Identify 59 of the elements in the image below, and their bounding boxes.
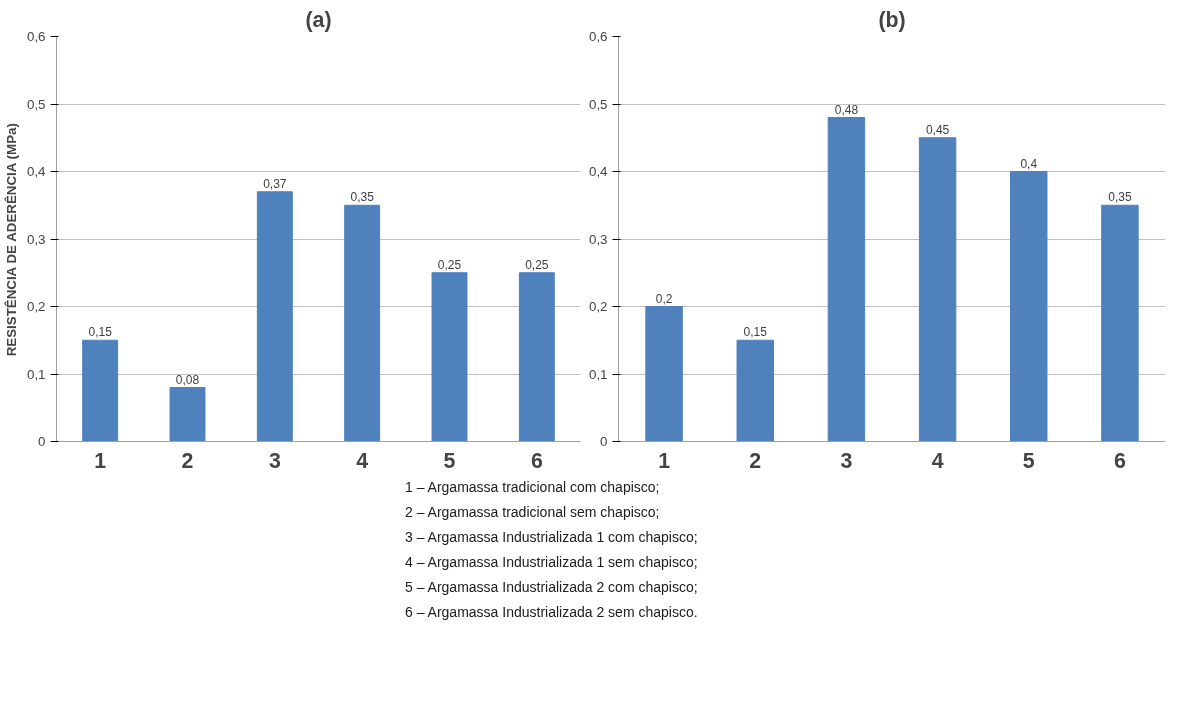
x-tick-label: 3 [840,448,853,473]
y-tick-label: 0,6 [588,29,608,44]
bar [1010,171,1048,442]
data-label: 0,35 [350,190,375,205]
data-label: 0,08 [175,372,200,387]
y-tick-label: 0,5 [26,96,46,112]
text: 6 – Argamassa Industrializada 2 sem chapisco. [405,604,698,620]
bar [827,117,866,442]
y-tick-label: 0,1 [588,366,608,382]
y-tick-label: 0,5 [588,96,608,112]
chart-title: (b) [878,7,906,32]
data-label: 0,4 [1020,156,1038,171]
data-label: 0,48 [834,102,859,117]
x-tick-label: 1 [658,448,671,473]
bar [431,272,468,442]
text: 2 – Argamassa tradicional sem chapisco; [405,504,660,520]
bar [645,306,683,442]
data-label: 0,15 [88,325,113,340]
y-tick-label: 0,2 [26,299,46,314]
x-tick-label: 6 [530,448,543,473]
y-tick-label: 0,3 [26,231,46,247]
x-tick-label: 5 [443,448,456,473]
y-tick-label: 0,6 [26,29,46,44]
y-tick-label: 0,1 [26,366,46,382]
data-label: 0,25 [525,257,549,272]
y-tick-label: 0 [600,434,608,449]
x-tick-label: 4 [931,448,944,473]
bar [918,137,957,442]
data-label: 0,2 [655,291,673,306]
bar [256,191,293,442]
chart-title: (a) [305,7,332,32]
data-label: 0,37 [263,176,287,191]
text: 3 – Argamassa Industrializada 1 com chapisco; [405,529,698,545]
x-tick-label: 3 [268,448,281,473]
data-label: 0,15 [743,325,768,340]
data-label: 0,25 [437,257,462,272]
y-tick-label: 0,2 [588,299,608,314]
data-label: 0,45 [925,122,950,137]
bar [82,339,119,442]
x-tick-label: 5 [1022,448,1035,473]
y-tick-label: 0,4 [26,164,47,179]
bar [1101,204,1139,442]
bar [736,339,774,442]
text: 4 – Argamassa Industrializada 1 sem chapisco; [405,554,698,570]
y-tick-label: 0,4 [588,164,609,179]
x-tick-label: 2 [749,448,762,473]
x-tick-label: 4 [356,448,369,473]
y-axis-title: RESISTÊNCIA DE ADERÊNCIA (MPa) [3,123,19,357]
bar [518,272,555,442]
text: 1 – Argamassa tradicional com chapisco; [405,479,660,495]
x-tick-label: 2 [181,448,194,473]
x-tick-label: 1 [94,448,107,473]
bar [344,204,381,442]
data-label: 0,35 [1108,190,1132,205]
y-tick-label: 0,3 [588,231,608,247]
x-tick-label: 6 [1113,448,1126,473]
y-tick-label: 0 [38,434,46,449]
bar [169,387,206,442]
text: 5 – Argamassa Industrializada 2 com chapisco; [405,579,698,595]
